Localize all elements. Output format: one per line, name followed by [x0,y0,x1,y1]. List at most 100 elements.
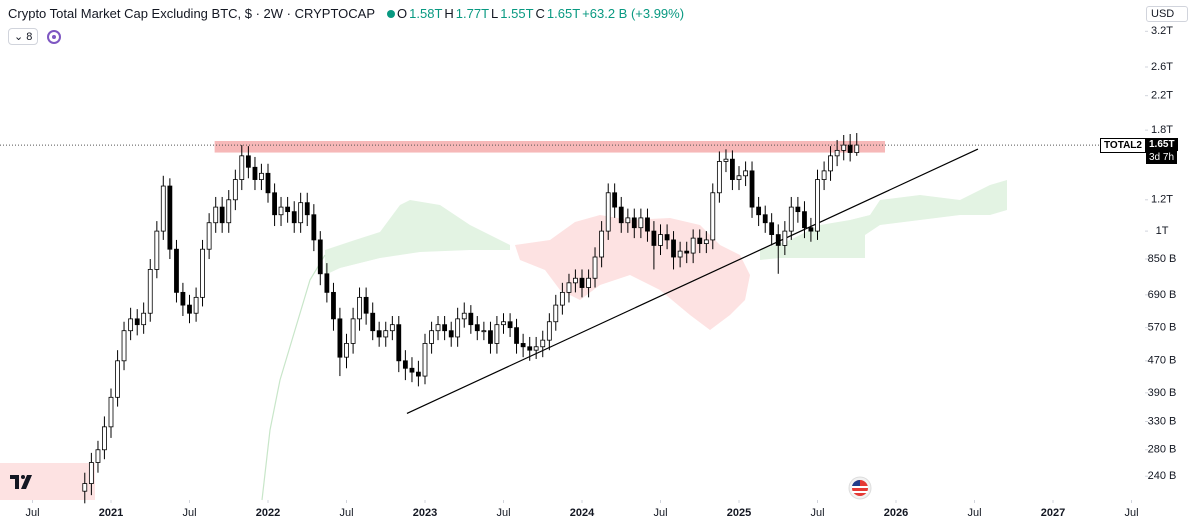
candle-body [147,269,153,314]
refresh-icon[interactable] [46,29,62,45]
candle-body [304,202,310,216]
candle-body [625,217,631,224]
candle-body [775,234,781,246]
candle-body [834,149,840,157]
candle-body [389,324,395,332]
candle-body [651,230,657,246]
x-tick-label: 2026 [884,507,908,519]
candle-body [357,296,362,320]
candle-body [115,360,120,398]
x-tick-label: 2027 [1041,507,1065,519]
x-tick-label: 2025 [727,507,751,519]
candle-body [383,330,389,338]
ohlc-label: L [491,6,499,21]
symbol-tag: TOTAL2 [1100,138,1146,154]
candle-body [422,343,428,377]
x-tick-label: Jul [339,507,353,519]
ohlc-value: 1.77T [455,6,490,21]
candle-body [174,248,179,293]
candle-body [232,179,238,201]
candle-body [416,371,421,377]
candle-body [847,144,853,153]
currency: USD [1151,8,1175,20]
ohlc-value: 1.55T [500,6,534,21]
candle-body [677,250,683,258]
candle-body [854,144,860,153]
candle-body [527,346,533,351]
x-tick-label: Jul [1124,507,1138,519]
candle-body [586,277,591,288]
candle-body [474,324,480,332]
x-tick-label: Jul [496,507,510,519]
candle-body [409,367,415,373]
candle-body [370,312,376,332]
candle-body [631,217,637,229]
candle-body [769,222,775,235]
candle-body [788,206,794,232]
candle-body [461,312,467,320]
candle-body [579,277,585,288]
candle-body [213,206,219,224]
candle-body [599,230,605,258]
y-tick-label: 690 B [1148,289,1177,301]
candle-body [566,282,572,293]
countdown-tag: 3d 7h [1146,151,1178,165]
x-tick-label: Jul [967,507,981,519]
y-tick-label: 330 B [1148,415,1177,427]
candle-body [736,175,742,180]
candle-body [317,239,323,275]
y-tick-label: 2.6T [1151,61,1173,73]
indicator-count: 8 [26,31,33,43]
candle-body [795,206,801,213]
candle-body [154,230,160,270]
x-tick-label: 2024 [570,507,595,519]
x-tick-label: Jul [182,507,196,519]
candle-body [121,330,127,362]
candle-body [442,324,448,332]
trendline [406,148,979,414]
symbol-title[interactable]: Crypto Total Market Cap Excluding BTC, $… [8,6,376,21]
y-tick-label: 2.2T [1151,90,1173,102]
candle-body [298,202,304,224]
candle-body [82,483,88,492]
candle-body [612,192,618,208]
candle-body [533,346,539,351]
candle-body [828,155,833,172]
candle-body [108,396,114,428]
y-tick-label: 240 B [1148,470,1177,482]
y-tick-label: 390 B [1148,387,1177,399]
y-tick-label: 1T [1156,225,1169,237]
candle-body [128,318,134,332]
candle-body [481,330,487,333]
plot: 240 B 280 B 330 B 390 B 470 B 570 B 690 B 850 B… [0,25,1176,519]
candle-body [396,324,402,362]
candle-body [265,172,271,194]
candle-body [324,273,330,293]
candle-body [252,166,258,180]
candle-body [730,158,735,180]
candle-body [605,192,611,232]
candle-body [311,214,317,241]
change: +63.2 B (+3.99%) [582,6,685,21]
x-tick-label: 2023 [413,507,437,519]
indicator-toggle[interactable]: ⌄ 8 [8,28,39,45]
candle-body [429,330,434,344]
event-flag[interactable] [848,476,872,500]
candle-body [285,206,291,213]
currency-select[interactable]: USD [1146,6,1188,22]
y-tick-label: 570 B [1148,322,1177,334]
candle-body [455,318,461,338]
candle-body [808,227,814,232]
ohlc-label: C [535,6,545,21]
candle-body [160,185,166,232]
candle-body [749,170,755,208]
candle-body [167,185,173,250]
logo [10,475,32,489]
candle-body [815,179,820,232]
candle-body [553,304,559,323]
candle-body [245,155,251,168]
candle-body [331,291,336,320]
candle-body [501,321,506,326]
indicator-row: ⌄ 8 [8,28,62,45]
candle-body [494,324,500,344]
